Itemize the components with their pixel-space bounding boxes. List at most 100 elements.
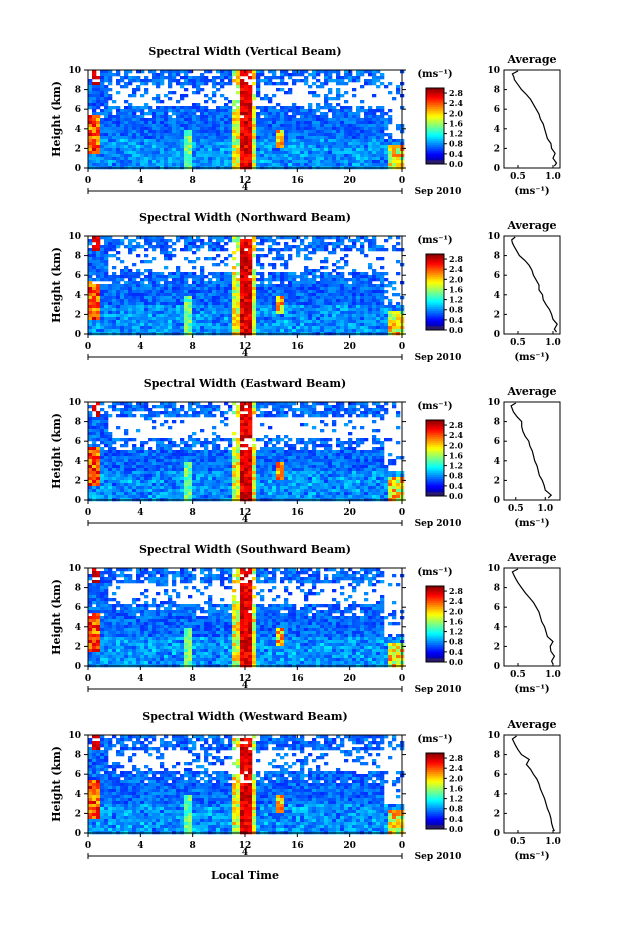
heatmap-cell xyxy=(252,73,257,77)
heatmap-cell xyxy=(396,88,401,92)
heatmap-cell xyxy=(380,124,385,128)
heatmap-cell xyxy=(92,438,97,442)
heatmap-cell xyxy=(184,112,189,116)
heatmap-cell xyxy=(148,305,153,309)
heatmap-cell xyxy=(92,260,97,264)
heatmap-cell xyxy=(348,73,353,77)
heatmap-cell xyxy=(356,139,361,143)
heatmap-cell xyxy=(200,311,205,315)
heatmap-cell xyxy=(172,275,177,279)
heatmap-cell xyxy=(364,414,369,418)
heatmap-cell xyxy=(124,429,129,433)
average-y-tick-label: 0 xyxy=(494,164,500,174)
heatmap-cell xyxy=(384,112,389,116)
heatmap-cell xyxy=(212,441,217,445)
heatmap-cell xyxy=(244,154,249,158)
heatmap-cell xyxy=(176,239,181,243)
heatmap-cell xyxy=(192,296,197,300)
heatmap-cell xyxy=(308,308,313,312)
heatmap-cell xyxy=(192,118,197,122)
heatmap-cell xyxy=(172,414,177,418)
heatmap-cell xyxy=(104,88,109,92)
heatmap-cell xyxy=(300,320,305,324)
heatmap-cell xyxy=(168,450,173,454)
heatmap-cell xyxy=(308,278,313,282)
heatmap-cell xyxy=(240,408,245,412)
heatmap-cell xyxy=(92,408,97,412)
heatmap-cell xyxy=(308,281,313,285)
heatmap-cell xyxy=(256,130,261,134)
heatmap-cell xyxy=(220,236,225,240)
heatmap-cell xyxy=(340,284,345,288)
heatmap-cell xyxy=(348,76,353,80)
heatmap-cell xyxy=(356,320,361,324)
heatmap-cell xyxy=(144,151,149,155)
heatmap-cell xyxy=(132,127,137,131)
heatmap-cell xyxy=(212,145,217,149)
heatmap-cell xyxy=(372,127,377,131)
heatmap-cell xyxy=(316,154,321,158)
heatmap-cell xyxy=(96,133,101,137)
heatmap-cell xyxy=(336,293,341,297)
heatmap-cell xyxy=(168,79,173,83)
heatmap-cell xyxy=(144,290,149,294)
heatmap-cell xyxy=(212,100,217,104)
heatmap-cell xyxy=(228,106,233,110)
heatmap-cell xyxy=(296,121,301,125)
heatmap-cell xyxy=(104,163,109,167)
heatmap-cell xyxy=(188,115,193,119)
heatmap-cell xyxy=(276,278,281,282)
heatmap-cell xyxy=(160,154,165,158)
heatmap-cell xyxy=(244,314,249,318)
heatmap-cell xyxy=(116,275,121,279)
heatmap-cell xyxy=(128,157,133,161)
heatmap-cell xyxy=(292,278,297,282)
heatmap-cell xyxy=(196,76,201,80)
heatmap-cell xyxy=(192,266,197,270)
heatmap-cell xyxy=(280,317,285,321)
colorbar-segment xyxy=(426,276,444,280)
heatmap-cell xyxy=(308,302,313,306)
heatmap-cell xyxy=(252,323,257,327)
heatmap-cell xyxy=(368,127,373,131)
heatmap-cell xyxy=(256,311,261,315)
heatmap-cell xyxy=(320,245,325,249)
heatmap-cell xyxy=(376,287,381,291)
heatmap-cell xyxy=(244,278,249,282)
heatmap-cell xyxy=(376,124,381,128)
heatmap-cell xyxy=(272,438,277,442)
heatmap-cell xyxy=(396,151,401,155)
heatmap-cell xyxy=(200,133,205,137)
heatmap-cell xyxy=(328,151,333,155)
heatmap-cell xyxy=(184,70,189,74)
heatmap-cell xyxy=(160,79,165,83)
heatmap-cell xyxy=(324,326,329,330)
heatmap-cell xyxy=(132,293,137,297)
heatmap-cell xyxy=(100,275,105,279)
heatmap-cell xyxy=(220,136,225,140)
heatmap-cell xyxy=(388,302,393,306)
heatmap-cell xyxy=(328,329,333,333)
heatmap-cell xyxy=(180,278,185,282)
heatmap-cell xyxy=(92,444,97,448)
heatmap-cell xyxy=(156,236,161,240)
heatmap-cell xyxy=(144,139,149,143)
heatmap-cell xyxy=(344,91,349,95)
heatmap-cell xyxy=(228,290,233,294)
heatmap-cell xyxy=(92,447,97,451)
heatmap-cell xyxy=(380,320,385,324)
heatmap-cell xyxy=(100,417,105,421)
heatmap-cell xyxy=(352,239,357,243)
heatmap-cell xyxy=(200,109,205,113)
heatmap-cell xyxy=(332,302,337,306)
heatmap-cell xyxy=(368,79,373,83)
heatmap-cell xyxy=(116,281,121,285)
heatmap-cell xyxy=(192,85,197,89)
heatmap-cell xyxy=(248,308,253,312)
heatmap-cell xyxy=(240,239,245,243)
heatmap-cell xyxy=(336,453,341,457)
heatmap-cell xyxy=(336,148,341,152)
heatmap-cell xyxy=(124,414,129,418)
heatmap-cell xyxy=(376,109,381,113)
heatmap-cell xyxy=(244,302,249,306)
